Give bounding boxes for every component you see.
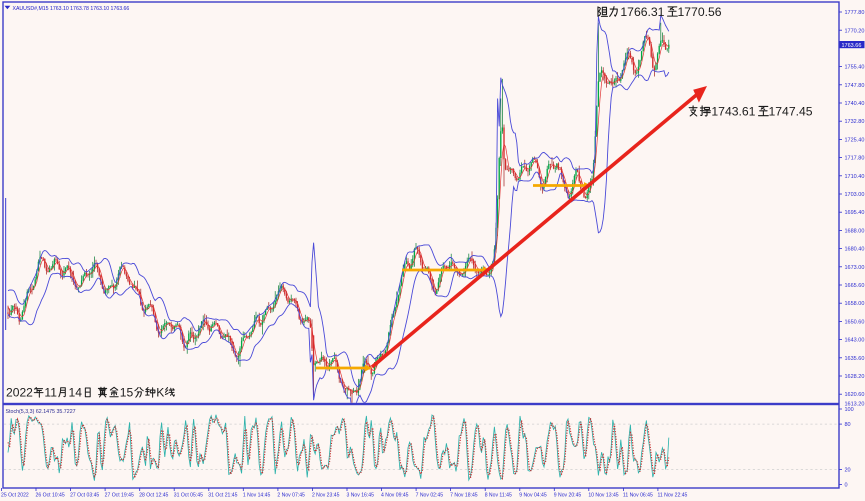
svg-text:1740.40: 1740.40: [845, 101, 865, 107]
svg-text:4 Nov 09:45: 4 Nov 09:45: [381, 492, 409, 498]
svg-text:1613.20: 1613.20: [845, 401, 865, 407]
svg-text:1673.00: 1673.00: [845, 265, 865, 271]
svg-text:1695.40: 1695.40: [845, 210, 865, 216]
svg-text:1665.60: 1665.60: [845, 283, 865, 289]
svg-text:25 Oct 2022: 25 Oct 2022: [1, 492, 29, 498]
svg-text:31 Oct 05:45: 31 Oct 05:45: [174, 492, 203, 498]
svg-text:27 Oct 03:45: 27 Oct 03:45: [70, 492, 99, 498]
svg-text:1777.80: 1777.80: [845, 10, 865, 16]
svg-text:1732.80: 1732.80: [845, 119, 865, 125]
svg-text:9 Nov 20:45: 9 Nov 20:45: [554, 492, 582, 498]
svg-text:1763.66: 1763.66: [842, 43, 862, 49]
svg-text:100: 100: [845, 407, 854, 413]
svg-text:0: 0: [845, 483, 848, 489]
svg-text:31 Oct 21:45: 31 Oct 21:45: [208, 492, 237, 498]
svg-text:1650.60: 1650.60: [845, 319, 865, 325]
svg-text:15: 15: [120, 386, 134, 400]
svg-text:11 Nov 06:45: 11 Nov 06:45: [623, 492, 653, 498]
svg-text:80: 80: [845, 422, 851, 428]
svg-text:1688.00: 1688.00: [845, 228, 865, 234]
svg-text:28 Oct 12:45: 28 Oct 12:45: [139, 492, 168, 498]
svg-text:7 Nov 02:45: 7 Nov 02:45: [416, 492, 444, 498]
svg-text:1658.00: 1658.00: [845, 301, 865, 307]
svg-text:10 Nov 13:45: 10 Nov 13:45: [588, 492, 618, 498]
svg-text:1770.20: 1770.20: [845, 28, 865, 34]
svg-text:1710.40: 1710.40: [845, 174, 865, 180]
svg-text:1755.40: 1755.40: [845, 65, 865, 71]
svg-text:XAUUSD#,M15 1763.10 1763.78 1: XAUUSD#,M15 1763.10 1763.78 1763.10 1763…: [13, 6, 130, 12]
svg-text:1747.45: 1747.45: [769, 105, 813, 119]
svg-text:1635.60: 1635.60: [845, 356, 865, 362]
svg-text:1725.40: 1725.40: [845, 137, 865, 143]
svg-text:1766.31: 1766.31: [620, 5, 664, 19]
svg-text:14: 14: [69, 386, 83, 400]
svg-text:62.1475: 62.1475: [36, 409, 55, 415]
svg-text:2022: 2022: [6, 386, 33, 400]
svg-text:Stoch(5,3,3): Stoch(5,3,3): [6, 409, 35, 415]
svg-text:1 Nov 14:45: 1 Nov 14:45: [243, 492, 271, 498]
svg-text:1703.00: 1703.00: [845, 192, 865, 198]
svg-text:K: K: [156, 386, 164, 400]
svg-text:20: 20: [845, 467, 851, 473]
svg-text:1743.61: 1743.61: [711, 105, 755, 119]
svg-text:1620.60: 1620.60: [845, 392, 865, 398]
svg-text:1680.40: 1680.40: [845, 247, 865, 253]
svg-text:3 Nov 16:45: 3 Nov 16:45: [347, 492, 375, 498]
svg-text:1717.80: 1717.80: [845, 156, 865, 162]
svg-text:27 Oct 19:45: 27 Oct 19:45: [105, 492, 134, 498]
svg-text:1770.56: 1770.56: [678, 5, 722, 19]
svg-text:26 Oct 10:45: 26 Oct 10:45: [36, 492, 65, 498]
svg-text:2 Nov 07:45: 2 Nov 07:45: [277, 492, 305, 498]
svg-text:35.7227: 35.7227: [56, 409, 75, 415]
svg-text:11 Nov 22:45: 11 Nov 22:45: [657, 492, 687, 498]
svg-text:11: 11: [44, 386, 57, 400]
svg-text:1643.00: 1643.00: [845, 338, 865, 344]
svg-text:1628.20: 1628.20: [845, 374, 865, 380]
svg-text:2 Nov 23:45: 2 Nov 23:45: [312, 492, 340, 498]
svg-text:9 Nov 04:45: 9 Nov 04:45: [519, 492, 547, 498]
svg-text:7 Nov 18:45: 7 Nov 18:45: [450, 492, 478, 498]
svg-text:1747.80: 1747.80: [845, 83, 865, 89]
svg-text:8 Nov 11:45: 8 Nov 11:45: [485, 492, 512, 498]
